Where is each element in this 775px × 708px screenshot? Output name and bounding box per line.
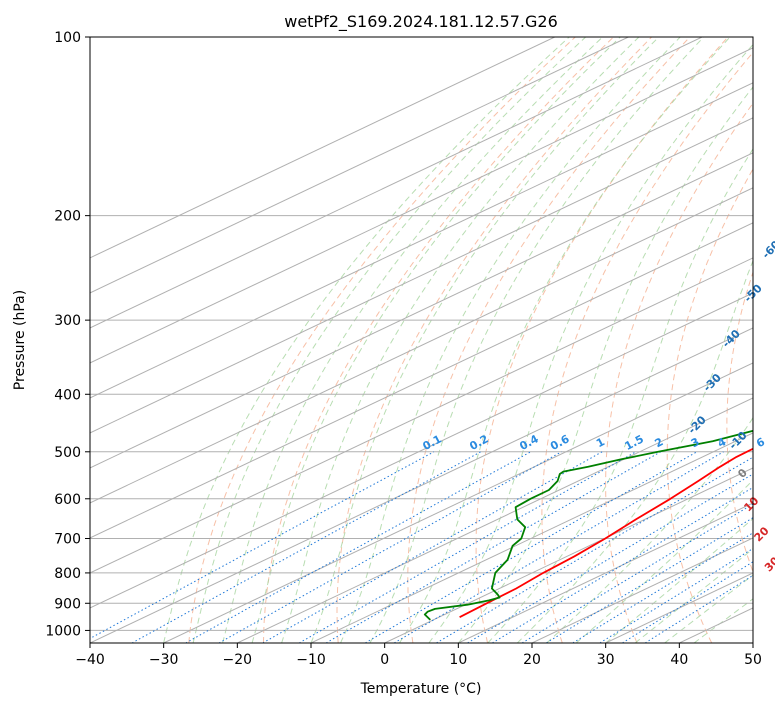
y-tick-label: 800 (54, 566, 81, 582)
isotherm-line (90, 292, 753, 609)
plot-frame (89, 36, 754, 644)
isotherm-line (90, 187, 753, 504)
x-tick-label: 30 (597, 652, 615, 668)
moist-adiabat (222, 37, 603, 643)
y-axis-title: Pressure (hPa) (12, 290, 28, 390)
mixing-ratio-line (492, 486, 753, 643)
mixing-ratio-line (467, 473, 753, 643)
x-tick-label: −30 (149, 652, 179, 668)
y-tick-label: 900 (54, 596, 81, 612)
moist-adiabat (163, 37, 570, 643)
dry-adiabat (263, 37, 614, 643)
dewpoint-profile (423, 429, 753, 621)
chart-title: wetPf2_S169.2024.181.12.57.G26 (284, 12, 558, 32)
mixing-ratio-line (599, 547, 753, 643)
moist-adiabat (428, 43, 753, 643)
isotherm-line (90, 257, 753, 574)
dry-adiabat (475, 37, 729, 643)
isotherm-line (384, 467, 753, 643)
isotherm-line (90, 47, 753, 364)
moist-adiabat (693, 598, 753, 643)
isotherm-line (90, 37, 629, 294)
mixing-ratio-line (572, 532, 753, 643)
dry-adiabat (188, 37, 576, 643)
moist-adiabat (369, 37, 705, 643)
mixing-ratio-line (131, 451, 481, 643)
y-tick-label: 500 (54, 445, 81, 461)
x-tick-label: 40 (670, 652, 688, 668)
isotherm-line (310, 432, 753, 643)
x-tick-label: 10 (449, 652, 467, 668)
mixing-ratio-line (262, 451, 603, 643)
x-tick-label: −20 (223, 652, 253, 668)
y-tick-label: 300 (54, 313, 81, 329)
mixing-ratio-line (546, 517, 753, 643)
mixing-ratio-line (218, 451, 562, 643)
y-tick-label: 700 (54, 532, 81, 548)
moist-adiabat (516, 259, 753, 643)
x-tick-label: −10 (296, 652, 326, 668)
x-tick-label: 50 (744, 652, 762, 668)
moist-adiabat (251, 37, 621, 643)
y-tick-label: 200 (54, 209, 81, 225)
isotherm-line (163, 362, 753, 643)
isotherm-line (90, 37, 703, 329)
x-tick-label: 20 (523, 652, 541, 668)
y-tick-label: 1000 (45, 623, 81, 639)
y-tick-label: 400 (54, 387, 81, 403)
axes: −40 −30 −20 −10 0 10 20 30 40 50 100 200 300 400 500 60… (45, 30, 762, 668)
isotherm-line (90, 152, 753, 469)
dry-adiabat (407, 37, 691, 643)
moist-adiabat (398, 37, 731, 643)
mixing-ratio-line (365, 451, 698, 643)
dry-adiabat (605, 102, 753, 643)
isotherm-line (90, 37, 555, 259)
mixing-ratio-line (185, 451, 531, 643)
mixing-ratio-line (644, 574, 753, 643)
isotherm-line (90, 82, 753, 399)
mixing-ratio-line (622, 561, 753, 643)
dry-adiabat (541, 51, 753, 643)
isotherm-line (237, 397, 753, 643)
background-lines (90, 37, 753, 643)
moist-adiabat (281, 37, 640, 643)
mixing-ratio-line (521, 503, 753, 643)
isotherm-line (90, 327, 753, 643)
moist-adiabat (575, 479, 753, 643)
isotherm-line (458, 502, 753, 643)
x-axis-title: Temperature (°C) (360, 681, 482, 697)
mixing-ratio-line (90, 451, 435, 640)
moist-adiabat (192, 37, 587, 643)
moist-adiabat (605, 517, 753, 643)
x-tick-label: −40 (75, 652, 105, 668)
dry-adiabat (726, 270, 753, 574)
isotherm-label: 40 (773, 584, 775, 604)
mixing-ratio-line (325, 451, 661, 643)
profile-lines (423, 429, 753, 621)
y-tick-label: 100 (54, 30, 81, 46)
y-tick-label: 600 (54, 492, 81, 508)
isotherm-line (90, 117, 753, 434)
isotherm-line (531, 537, 753, 643)
isotherm-line (90, 222, 753, 539)
moist-adiabat (340, 37, 681, 643)
x-tick-label: 0 (380, 652, 389, 668)
temperature-profile (459, 447, 753, 619)
moist-adiabat (487, 148, 753, 643)
